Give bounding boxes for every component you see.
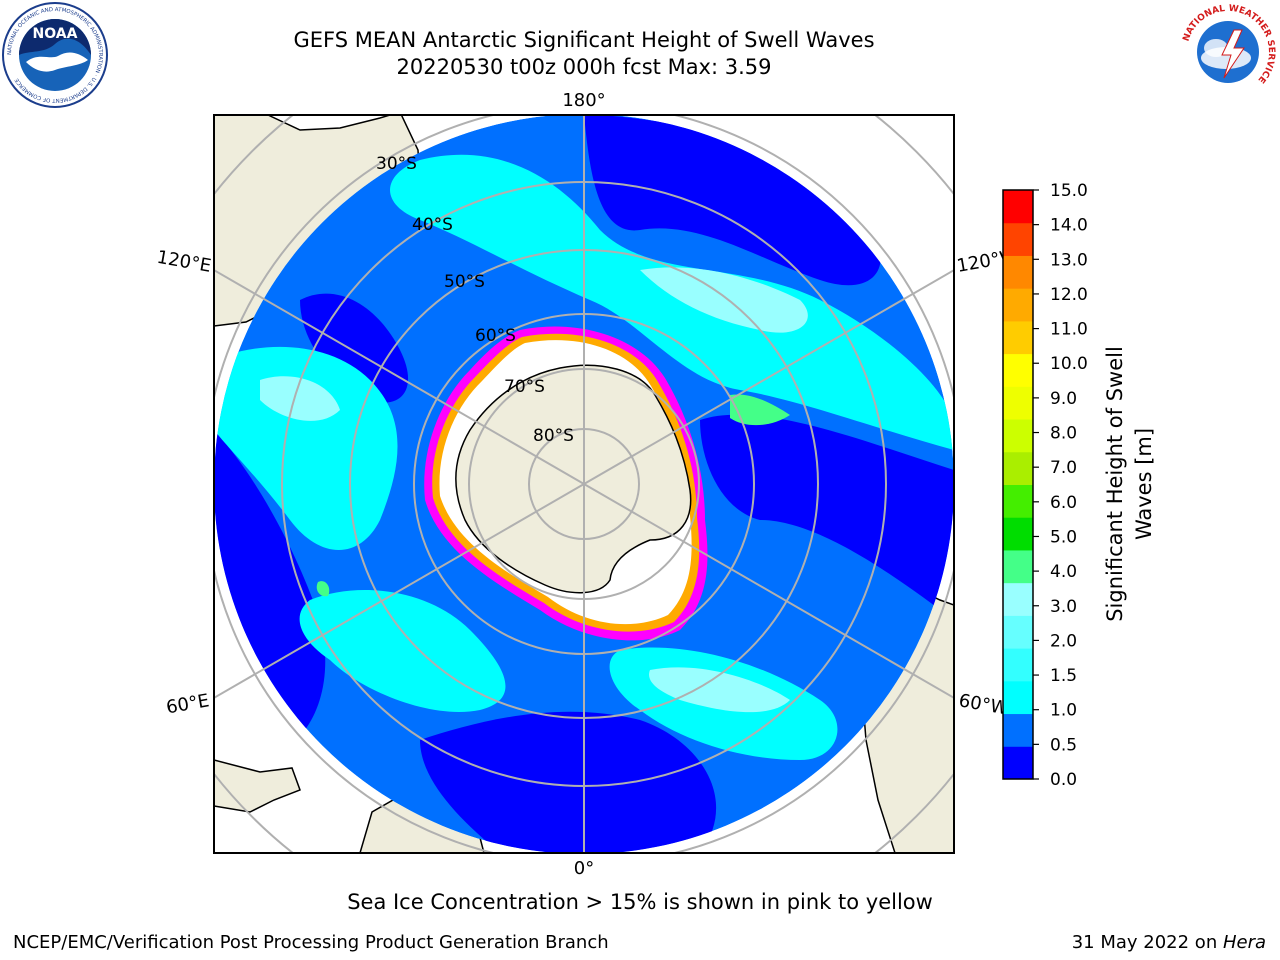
parallel-label-70s: 70°S xyxy=(504,377,545,397)
colorbar-segment xyxy=(1003,517,1033,551)
colorbar-tick-labels: 0.0 0.5 1.0 1.5 2.0 3.0 4.0 5.0 6.0 7.0 8.0 9.0 10.0… xyxy=(1050,181,1088,790)
colorbar-tick-label: 7.0 xyxy=(1050,458,1077,478)
colorbar-tick-label: 14.0 xyxy=(1050,216,1088,236)
colorbar-segment xyxy=(1003,713,1033,747)
colorbar-tick-label: 2.0 xyxy=(1050,631,1077,651)
colorbar-segment xyxy=(1003,419,1033,453)
parallel-label-50s: 50°S xyxy=(444,272,485,292)
colorbar-tick-label: 0.5 xyxy=(1050,735,1077,755)
colorbar-tick-label: 3.0 xyxy=(1050,597,1077,617)
colorbar-segment xyxy=(1003,190,1033,224)
colorbar-tick-label: 0.0 xyxy=(1050,770,1077,790)
colorbar-tick-label: 8.0 xyxy=(1050,424,1077,444)
colorbar-segment xyxy=(1003,288,1033,322)
map-frame xyxy=(213,114,955,854)
parallel-label-60s: 60°S xyxy=(475,326,516,346)
colorbar-segment xyxy=(1003,615,1033,649)
nws-logo: NATIONAL WEATHER SERVICE xyxy=(1178,2,1278,102)
colorbar-segment xyxy=(1003,386,1033,420)
colorbar-segment xyxy=(1003,484,1033,518)
parallel-label-40s: 40°S xyxy=(412,215,453,235)
colorbar-tick-label: 11.0 xyxy=(1050,320,1088,340)
colorbar-segment xyxy=(1003,746,1033,780)
colorbar-segment xyxy=(1003,582,1033,616)
colorbar-segment xyxy=(1003,353,1033,387)
meridian-label-60w: 60°W xyxy=(957,690,1010,719)
colorbar-tick-label: 15.0 xyxy=(1050,181,1088,201)
antarctica-landmass xyxy=(455,364,692,594)
chart-title: GEFS MEAN Antarctic Significant Height o… xyxy=(293,28,875,52)
footer-credit: NCEP/EMC/Verification Post Processing Pr… xyxy=(13,932,609,953)
colorbar-segment xyxy=(1003,222,1033,256)
colorbar-segment xyxy=(1003,549,1033,584)
colorbar-tick-label: 5.0 xyxy=(1050,527,1077,547)
meridian-label-0: 0° xyxy=(574,858,594,879)
colorbar-tick-label: 4.0 xyxy=(1050,562,1077,582)
colorbar-label-line1: Significant Height of Swell xyxy=(1103,346,1127,622)
parallel-label-30s: 30°S xyxy=(376,154,417,174)
colorbar-segment xyxy=(1003,451,1033,485)
colorbar-tick-label: 6.0 xyxy=(1050,493,1077,513)
colorbar-segment xyxy=(1003,680,1033,715)
colorbar-tick-label: 10.0 xyxy=(1050,354,1088,374)
meridian-label-180: 180° xyxy=(562,90,605,111)
colorbar-tick-label: 9.0 xyxy=(1050,389,1077,409)
noaa-logo: NATIONAL OCEANIC AND ATMOSPHERIC ADMINIS… xyxy=(2,2,108,108)
colorbar-segment xyxy=(1003,648,1033,682)
colorbar-tick-label: 13.0 xyxy=(1050,250,1088,270)
colorbar-tick-label: 12.0 xyxy=(1050,285,1088,305)
parallel-label-80s: 80°S xyxy=(533,426,574,446)
chart-subtitle: 20220530 t00z 000h fcst Max: 3.59 xyxy=(396,55,772,79)
sea-ice-note: Sea Ice Concentration > 15% is shown in … xyxy=(347,890,933,914)
colorbar-segment xyxy=(1003,255,1033,289)
colorbar-segment xyxy=(1003,320,1033,355)
footer-date: 31 May 2022 on Hera xyxy=(1072,932,1266,953)
colorbar xyxy=(1002,189,1039,780)
footer-host: Hera xyxy=(1222,932,1266,953)
graticule xyxy=(214,115,954,853)
colorbar-tick-label: 1.0 xyxy=(1050,701,1077,721)
meridian-label-120e: 120°E xyxy=(155,247,213,277)
footer-date-text: 31 May 2022 on xyxy=(1071,932,1223,953)
colorbar-tick-label: 1.5 xyxy=(1050,666,1077,686)
colorbar-border xyxy=(1002,189,1034,780)
meridian-label-60e: 60°E xyxy=(165,690,211,718)
noaa-text: NOAA xyxy=(33,26,78,42)
colorbar-label-line2: Waves [m] xyxy=(1132,428,1156,540)
